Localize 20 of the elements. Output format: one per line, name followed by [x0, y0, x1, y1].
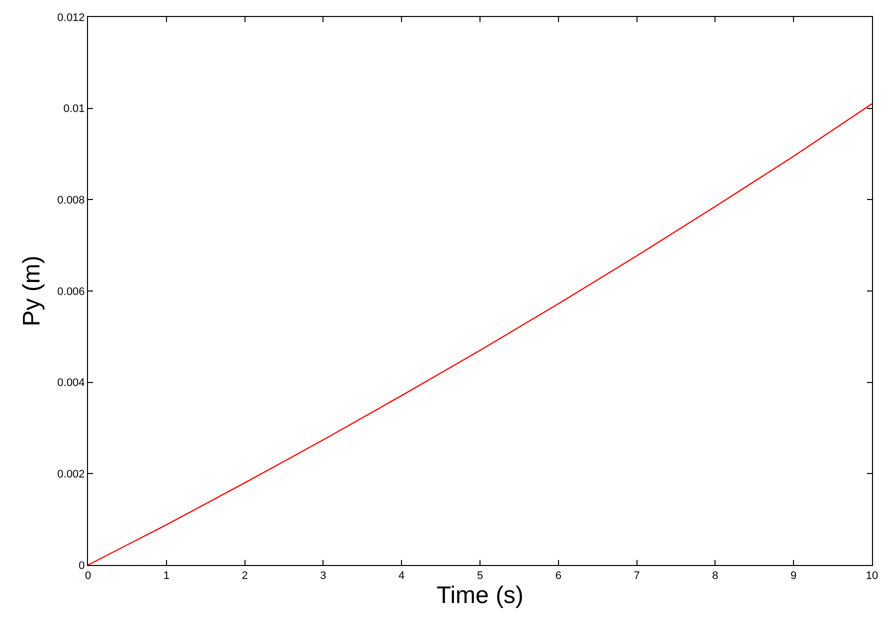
y-tick-label: 0 [78, 560, 85, 572]
x-tick-label: 10 [866, 570, 878, 582]
x-tick-label: 4 [398, 570, 405, 582]
y-tick-label: 0.01 [63, 103, 85, 116]
x-tick-label: 6 [555, 570, 562, 582]
x-tick-label: 3 [320, 570, 326, 582]
x-tick-label: 5 [476, 570, 484, 582]
y-tick-label: 0.012 [57, 12, 85, 24]
x-tick-label: 1 [163, 570, 170, 582]
y-axis-title: Py (m) [18, 256, 46, 326]
y-tick-label: 0.004 [57, 377, 85, 390]
x-tick-label: 9 [790, 570, 797, 582]
x-axis-title: Time (s) [436, 582, 524, 610]
x-tick-label: 7 [634, 570, 640, 582]
x-tick-label: 2 [242, 570, 248, 582]
x-tick-label: 8 [712, 570, 718, 582]
y-tick-label: 0.002 [57, 468, 85, 481]
y-tick-label: 0.008 [57, 194, 85, 207]
line-series [88, 103, 872, 565]
y-tick-label: 0.006 [57, 286, 85, 298]
